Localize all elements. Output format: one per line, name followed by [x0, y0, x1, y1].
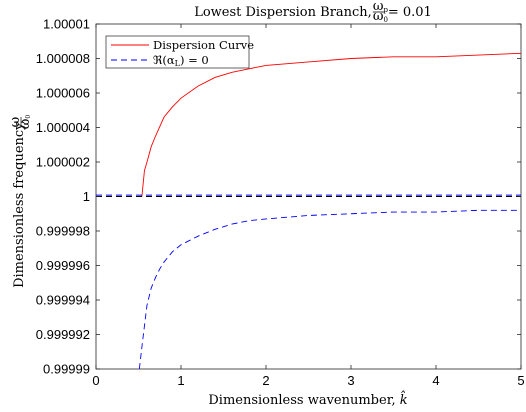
- x-tick-label: 4: [432, 373, 439, 388]
- chart-title: Lowest Dispersion Branch,: [194, 5, 372, 20]
- y-tick-label: 0.999992: [36, 327, 90, 342]
- title-den: ω0: [373, 9, 388, 24]
- title-num: ωp: [373, 0, 389, 14]
- y-axis-ticks: 0.99999 0.999992 0.999994 0.999996 0.999998 1…: [36, 17, 521, 377]
- y-axis-label-text: Dimensionless frequency,: [12, 120, 27, 288]
- legend: Dispersion Curve ℜ(αL) = 0: [105, 35, 254, 69]
- y-label-num: ω: [8, 117, 23, 128]
- y-label-den: ω0: [18, 115, 33, 130]
- y-tick-label: 1.00001: [43, 17, 90, 32]
- y-tick-label: 0.99999: [43, 362, 90, 377]
- x-tick-label: 1: [177, 373, 184, 388]
- x-axis-label: Dimensionless wavenumber, k̂: [208, 390, 407, 408]
- legend-box: [105, 35, 250, 69]
- x-axis-ticks: 0 1 2 3 4 5: [92, 24, 525, 388]
- y-tick-label: 1.000006: [36, 86, 90, 101]
- legend-label-dispersion: Dispersion Curve: [153, 38, 254, 52]
- legend-label-real-alpha: ℜ(αL) = 0: [153, 53, 209, 68]
- y-tick-label: 0.999994: [36, 293, 90, 308]
- y-axis-label: Dimensionless frequency, ω ω0: [8, 115, 33, 288]
- y-tick-label: 0.999996: [36, 258, 90, 273]
- y-tick-label: 1.000002: [36, 155, 90, 170]
- series-layer: [96, 52, 522, 370]
- title-suffix: = 0.01: [388, 5, 432, 20]
- x-tick-label: 0: [92, 373, 99, 388]
- y-tick-label: 0.999998: [36, 224, 90, 239]
- x-tick-label: 5: [517, 373, 524, 388]
- y-tick-label: 1: [83, 189, 90, 204]
- series-line-0: [141, 52, 522, 197]
- chart-title-prefix: Lowest Dispersion Branch,: [194, 5, 372, 20]
- x-tick-label: 3: [347, 373, 354, 388]
- y-tick-label: 1.000008: [36, 51, 90, 66]
- series-line-1: [138, 209, 521, 370]
- x-tick-label: 2: [262, 373, 269, 388]
- chart-title-fraction: ωp ω0 = 0.01: [372, 0, 432, 24]
- y-tick-label: 1.000004: [36, 120, 90, 135]
